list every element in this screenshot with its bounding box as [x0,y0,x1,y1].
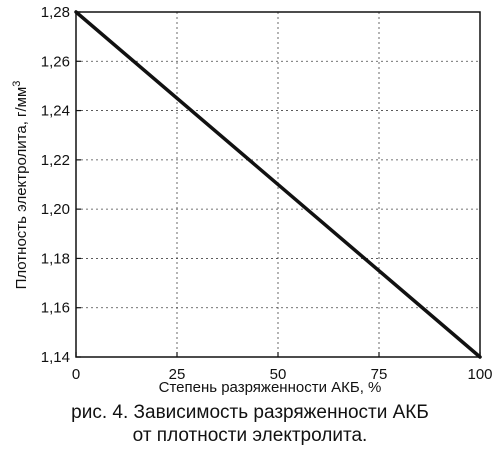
x-axis-label: Степень разряженности АКБ, % [159,379,382,396]
y-tick-label: 1,14 [41,349,70,366]
y-axis-label-superscript: 3 [11,81,23,87]
y-tick-label: 1,24 [41,103,70,120]
figure-caption-line-2: от плотности электролита. [132,425,368,446]
y-axis-label: Плотность электролита, г/мм3 [11,81,30,290]
y-axis-label-text: Плотность электролита, г/мм [13,87,30,290]
series [74,10,482,359]
x-tick-label: 25 [169,366,186,383]
x-tick-label: 100 [467,366,492,383]
figure-caption-line-1: рис. 4. Зависимость разряженности АКБ [71,402,429,423]
grid [76,12,480,357]
y-tick-label: 1,28 [41,4,70,21]
x-tick-label: 50 [270,366,287,383]
chart: 0 25 50 75 100 1,14 1,16 1,18 1,20 1,22 1,24 1,26 1,… [11,4,493,396]
ticks: 0 25 50 75 100 1,14 1,16 1,18 1,20 1,22 1,24 1,26 1,… [41,4,493,383]
y-tick-label: 1,18 [41,250,70,267]
x-tick-label: 75 [371,366,388,383]
y-tick-label: 1,20 [41,201,70,218]
x-tick-label: 0 [72,366,80,383]
y-tick-label: 1,16 [41,300,70,317]
series-line [74,10,482,359]
y-tick-label: 1,26 [41,53,70,70]
y-tick-label: 1,22 [41,152,70,169]
